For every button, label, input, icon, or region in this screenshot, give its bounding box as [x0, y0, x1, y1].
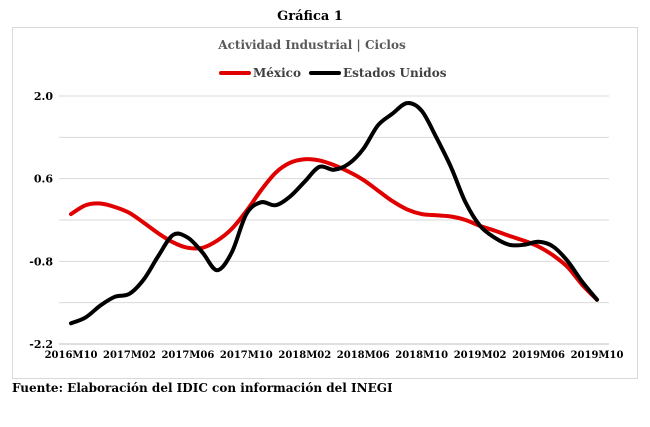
x-tick-label: 2018M10 — [395, 350, 448, 361]
x-tick-label: 2016M10 — [45, 350, 98, 361]
x-tick-label: 2018M06 — [337, 350, 390, 361]
source-note: Fuente: Elaboración del IDIC con informa… — [12, 381, 393, 395]
legend: México Estados Unidos — [219, 66, 447, 80]
x-tick-label: 2017M06 — [161, 350, 214, 361]
series-line-estados-unidos — [69, 101, 599, 326]
x-tick-label: 2017M10 — [220, 350, 273, 361]
x-tick-label: 2019M02 — [454, 350, 507, 361]
x-tick-label: 2019M06 — [512, 350, 565, 361]
series-lines — [69, 101, 599, 326]
y-tick-label: 2.0 — [34, 90, 53, 103]
chart-area: Actividad Industrial | Ciclos México Esta… — [12, 27, 638, 379]
y-tick-label: -2.2 — [29, 338, 53, 351]
x-tick-label: 2019M10 — [571, 350, 624, 361]
x-tick-label: 2017M02 — [103, 350, 156, 361]
legend-label: Estados Unidos — [343, 66, 447, 80]
series-line-méxico — [69, 157, 599, 302]
figure-heading: Gráfica 1 — [277, 9, 343, 24]
legend-label: México — [253, 66, 301, 80]
x-tick-label: 2018M02 — [278, 350, 331, 361]
gridlines — [59, 95, 609, 304]
y-tick-label: -0.8 — [29, 255, 53, 268]
chart-title: Actividad Industrial | Ciclos — [217, 38, 406, 52]
x-tick-labels: 2016M10 2017M02 2017M06 2017M10 2018M02 2018M… — [45, 350, 624, 361]
y-tick-label: 0.6 — [34, 173, 53, 186]
y-tick-labels: -2.2 -0.8 0.6 2.0 — [29, 90, 53, 351]
line-chart: Actividad Industrial | Ciclos México Esta… — [29, 38, 624, 361]
